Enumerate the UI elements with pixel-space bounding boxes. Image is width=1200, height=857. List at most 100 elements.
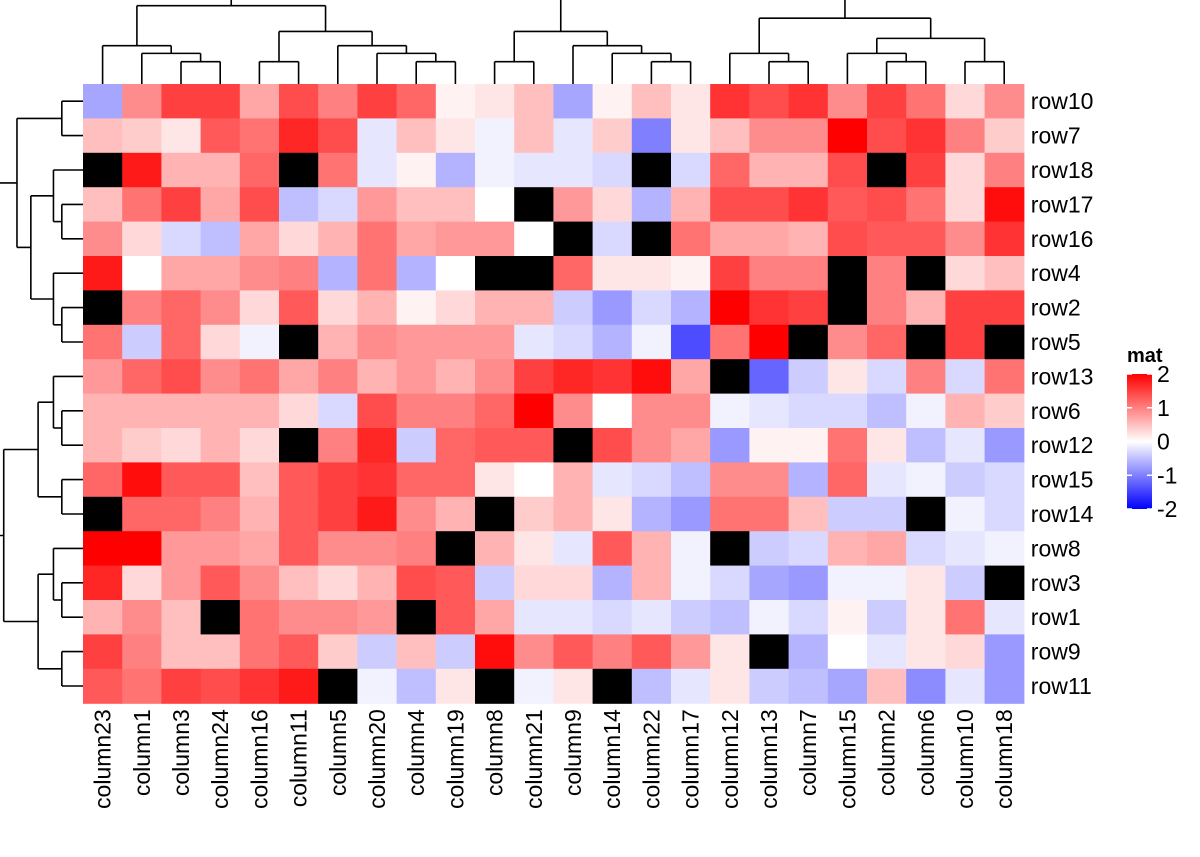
heatmap-cell [553,84,594,119]
heatmap-cell [318,187,358,223]
heatmap-cell [631,565,672,601]
heatmap-cell [239,600,280,635]
heatmap-cell [827,359,868,395]
heatmap-cell [906,324,946,360]
heatmap-cell [396,152,437,188]
heatmap-cell [239,393,280,429]
heatmap-cell [631,531,672,567]
heatmap-cell [984,462,1025,498]
row-label: row6 [1031,398,1081,424]
heatmap-cell [435,290,476,326]
heatmap-cell [161,496,202,532]
heatmap-cell [318,118,358,154]
heatmap-cell [867,428,907,463]
heatmap-cell [396,187,437,223]
heatmap-cell [83,359,123,395]
heatmap-cell [631,428,672,463]
heatmap-cell [827,256,868,291]
heatmap-cell [945,187,986,223]
heatmap-cell [357,324,398,360]
heatmap-cell [867,256,907,291]
heatmap-cell [396,668,437,704]
heatmap-cell [631,256,672,291]
heatmap-cell [239,221,280,257]
heatmap-cell [200,152,241,188]
heatmap-cell [279,221,319,257]
heatmap-cell [788,187,829,223]
heatmap-cell [945,290,986,326]
heatmap-cell [83,256,123,291]
heatmap-cell [945,221,986,257]
row-label: row9 [1031,639,1081,665]
heatmap-cell [867,324,907,360]
heatmap-cell [318,428,358,463]
heatmap-cell [239,634,280,670]
heatmap-cell [318,290,358,326]
heatmap-cell [435,256,476,291]
heatmap-cell [592,324,633,360]
heatmap-cell [161,428,202,463]
legend-title: mat [1127,345,1163,367]
column-label: column24 [207,709,233,809]
row-label: row15 [1031,467,1094,493]
heatmap-cell [396,496,437,532]
heatmap-cell [396,256,437,291]
heatmap-cell [710,565,750,601]
heatmap-cell [475,152,515,188]
heatmap-cell [984,84,1025,119]
heatmap-cell [788,565,829,601]
heatmap-cell [83,668,123,704]
heatmap-cell [906,565,946,601]
heatmap-cell [122,496,162,532]
heatmap-cell [318,565,358,601]
heatmap-cell [514,496,554,532]
column-label: column4 [403,709,429,796]
heatmap-cell [592,221,633,257]
heatmap-cell [906,359,946,395]
heatmap-cell [514,600,554,635]
heatmap-cell [83,118,123,154]
heatmap-cell [867,152,907,188]
heatmap-cell [906,290,946,326]
column-label: column23 [90,709,116,809]
heatmap-cell [475,668,515,704]
heatmap-cell [475,221,515,257]
heatmap-cell [318,634,358,670]
row-labels: row10 row7 row18 row17 row16 row4 row2 row5 row1… [1031,88,1094,699]
heatmap-cell [514,565,554,601]
heatmap-cell [357,84,398,119]
heatmap-cell [749,118,790,154]
legend-ticks: 2 1 0 -1 -2 [1127,361,1177,522]
heatmap-cell [945,462,986,498]
heatmap-cell [161,531,202,567]
heatmap-cell [749,600,790,635]
heatmap-cell [906,256,946,291]
heatmap-cell [553,187,594,223]
column-label: column12 [717,709,743,809]
heatmap-cell [396,565,437,601]
row-label: row16 [1031,226,1094,252]
heatmap-cell [827,634,868,670]
heatmap-cell [710,428,750,463]
heatmap-cell [83,600,123,635]
heatmap-cell [122,462,162,498]
heatmap-cell [514,256,554,291]
row-label: row12 [1031,432,1094,458]
heatmap-cell [357,462,398,498]
heatmap-cell [592,634,633,670]
heatmap-cell [710,290,750,326]
heatmap-cell [867,565,907,601]
heatmap-cell [631,496,672,532]
heatmap-cell [749,359,790,395]
heatmap-cell [475,118,515,154]
heatmap-cell [671,187,711,223]
heatmap-cell [318,256,358,291]
heatmap-cell [945,668,986,704]
heatmap-cell [984,256,1025,291]
heatmap-cell [200,600,241,635]
heatmap-cell [161,668,202,704]
heatmap-cell [357,118,398,154]
heatmap-cell [827,565,868,601]
heatmap-cell [475,84,515,119]
heatmap-cell [239,359,280,395]
